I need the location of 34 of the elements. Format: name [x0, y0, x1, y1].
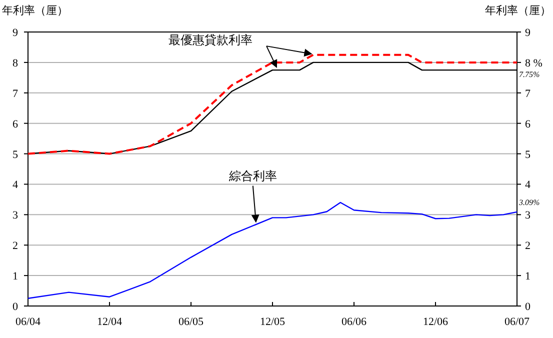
x-tick-label: 06/06 — [341, 316, 368, 328]
y-tick-label: 1 — [12, 270, 18, 283]
annotation: 3.09% — [518, 198, 540, 207]
y2-tick-label: 1 — [525, 270, 530, 283]
x-tick-label: 12/04 — [96, 316, 123, 328]
y-tick-label: 2 — [12, 240, 18, 252]
y-tick-label: 7 — [12, 88, 18, 100]
annotation: 綜合利率 — [228, 168, 277, 183]
y-tick-label: 5 — [12, 148, 18, 161]
y2-tick-label: 9 — [525, 27, 531, 39]
y-tick-label: 3 — [12, 210, 18, 222]
x-tick-label: 12/05 — [260, 316, 286, 328]
line-series — [27, 202, 518, 299]
annotation: 最優惠貸款利率 — [168, 33, 252, 48]
y2-axis-title: 年利率（厘） — [485, 4, 551, 17]
y2-tick-label: 3 — [525, 210, 531, 222]
y2-tick-label: 0 — [525, 301, 531, 313]
y-tick-label: 6 — [12, 118, 18, 130]
annotation: 7.75% — [519, 70, 540, 80]
x-tick-label: 06/05 — [178, 316, 204, 328]
x-tick-label: 06/04 — [15, 316, 42, 328]
y2-tick-label: 8 % — [525, 57, 542, 70]
x-tick-label: 06/07 — [504, 316, 530, 328]
y-tick-label: 4 — [12, 179, 18, 192]
y-axis-title: 年利率（厘） — [2, 4, 68, 17]
y2-tick-label: 5 — [525, 148, 531, 161]
y-tick-label: 9 — [12, 27, 18, 39]
y-tick-label: 8 — [12, 57, 18, 70]
x-tick-label: 12/06 — [422, 316, 449, 328]
y-tick-label: 0 — [12, 301, 18, 313]
y2-tick-label: 2 — [525, 240, 530, 252]
y2-tick-label: 7 — [525, 88, 531, 100]
y2-tick-label: 4 — [525, 179, 531, 192]
y2-tick-label: 6 — [525, 118, 531, 130]
